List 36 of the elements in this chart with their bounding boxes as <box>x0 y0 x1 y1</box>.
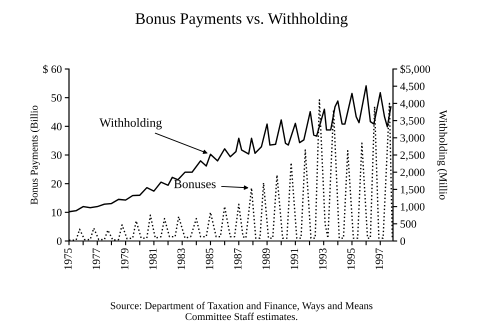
y-tick-label: 0 <box>56 237 62 245</box>
y2-tick-label: 1,000 <box>400 203 425 212</box>
y-tick-label: 20 <box>51 180 62 188</box>
chart-title: Bonus Payments vs. Withholding <box>135 12 348 28</box>
x-tick-label: 1997 <box>376 248 384 270</box>
y2-tick-label: 1,500 <box>400 186 425 195</box>
y2-tick-label: 3,500 <box>400 117 425 126</box>
y2-axis-title: Withholding (Millio <box>437 110 448 200</box>
x-tick-label: 1989 <box>262 248 270 270</box>
y2-tick-label: $5,000 <box>400 64 430 75</box>
y-tick-label: 10 <box>52 208 62 216</box>
x-tick-label: 1995 <box>347 248 355 270</box>
x-tick-label: 1991 <box>290 248 298 270</box>
y2-tick-label: 4,000 <box>400 100 425 109</box>
x-tick-label: 1993 <box>318 248 326 270</box>
x-tick-label: 1985 <box>206 248 214 270</box>
y2-tick-label: 0 <box>400 237 406 245</box>
y-tick-label: $ 60 <box>43 64 62 74</box>
x-tick-label: 1987 <box>234 248 242 270</box>
source-note: Source: Department of Taxation and Finance, Ways and Means Committee Staff estimates. <box>110 302 372 320</box>
annotation: Withholding <box>99 118 162 130</box>
y2-tick-label: 500 <box>400 220 416 228</box>
y-tick-label: 50 <box>52 94 62 102</box>
x-tick-label: 1977 <box>92 248 100 270</box>
x-tick-label: 1981 <box>149 248 157 270</box>
y2-tick-label: 4,500 <box>400 82 425 92</box>
y-tick-label: 30 <box>51 151 62 159</box>
y-axis-title: Bonus Payments (Billio <box>30 106 40 204</box>
x-tick-label: 1979 <box>120 248 128 270</box>
y2-tick-label: 3,000 <box>400 134 425 144</box>
y2-tick-label: 2,500 <box>400 151 425 161</box>
annotation: Bonuses <box>174 180 216 188</box>
x-tick-label: 1975 <box>64 248 72 270</box>
y-tick-label: 40 <box>51 122 62 130</box>
x-tick-label: 1983 <box>177 248 185 270</box>
y2-tick-label: 2,000 <box>400 168 425 178</box>
